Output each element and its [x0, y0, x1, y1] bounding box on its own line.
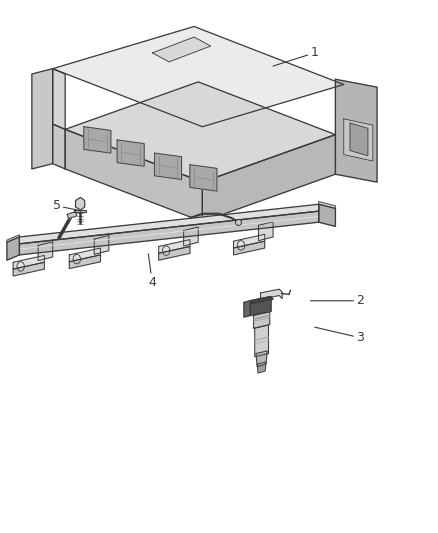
Polygon shape: [255, 325, 268, 357]
Polygon shape: [344, 119, 373, 161]
Polygon shape: [254, 312, 270, 328]
Polygon shape: [336, 79, 377, 182]
Polygon shape: [94, 236, 109, 254]
Polygon shape: [250, 296, 271, 316]
Polygon shape: [75, 197, 85, 210]
Polygon shape: [38, 241, 53, 261]
Polygon shape: [13, 262, 44, 276]
Polygon shape: [233, 241, 265, 255]
Polygon shape: [19, 211, 319, 255]
Polygon shape: [65, 82, 336, 182]
Polygon shape: [74, 209, 86, 212]
Text: 2: 2: [311, 294, 364, 308]
Polygon shape: [257, 362, 266, 373]
Polygon shape: [155, 153, 182, 180]
Polygon shape: [190, 165, 217, 191]
Polygon shape: [67, 212, 77, 219]
Polygon shape: [258, 222, 273, 241]
Polygon shape: [7, 237, 19, 260]
Polygon shape: [159, 240, 190, 253]
Polygon shape: [319, 201, 336, 208]
Polygon shape: [53, 124, 65, 169]
Polygon shape: [13, 255, 44, 269]
Polygon shape: [184, 227, 198, 246]
Polygon shape: [256, 351, 267, 367]
Text: 4: 4: [148, 254, 156, 289]
Polygon shape: [69, 255, 100, 269]
Text: 1: 1: [273, 46, 318, 66]
Text: 3: 3: [314, 327, 364, 344]
Polygon shape: [152, 37, 211, 62]
Polygon shape: [19, 204, 319, 244]
Polygon shape: [69, 248, 100, 262]
Polygon shape: [65, 130, 202, 222]
Polygon shape: [250, 296, 273, 303]
Polygon shape: [7, 235, 19, 242]
Polygon shape: [53, 27, 344, 127]
Polygon shape: [350, 123, 368, 156]
Polygon shape: [233, 235, 265, 248]
Polygon shape: [202, 135, 336, 222]
Polygon shape: [244, 301, 250, 317]
Polygon shape: [319, 204, 336, 227]
Polygon shape: [32, 69, 53, 169]
Polygon shape: [261, 289, 282, 299]
Text: 5: 5: [53, 199, 78, 212]
Polygon shape: [53, 69, 65, 130]
Polygon shape: [159, 246, 190, 260]
Polygon shape: [117, 140, 144, 166]
Polygon shape: [84, 127, 111, 153]
